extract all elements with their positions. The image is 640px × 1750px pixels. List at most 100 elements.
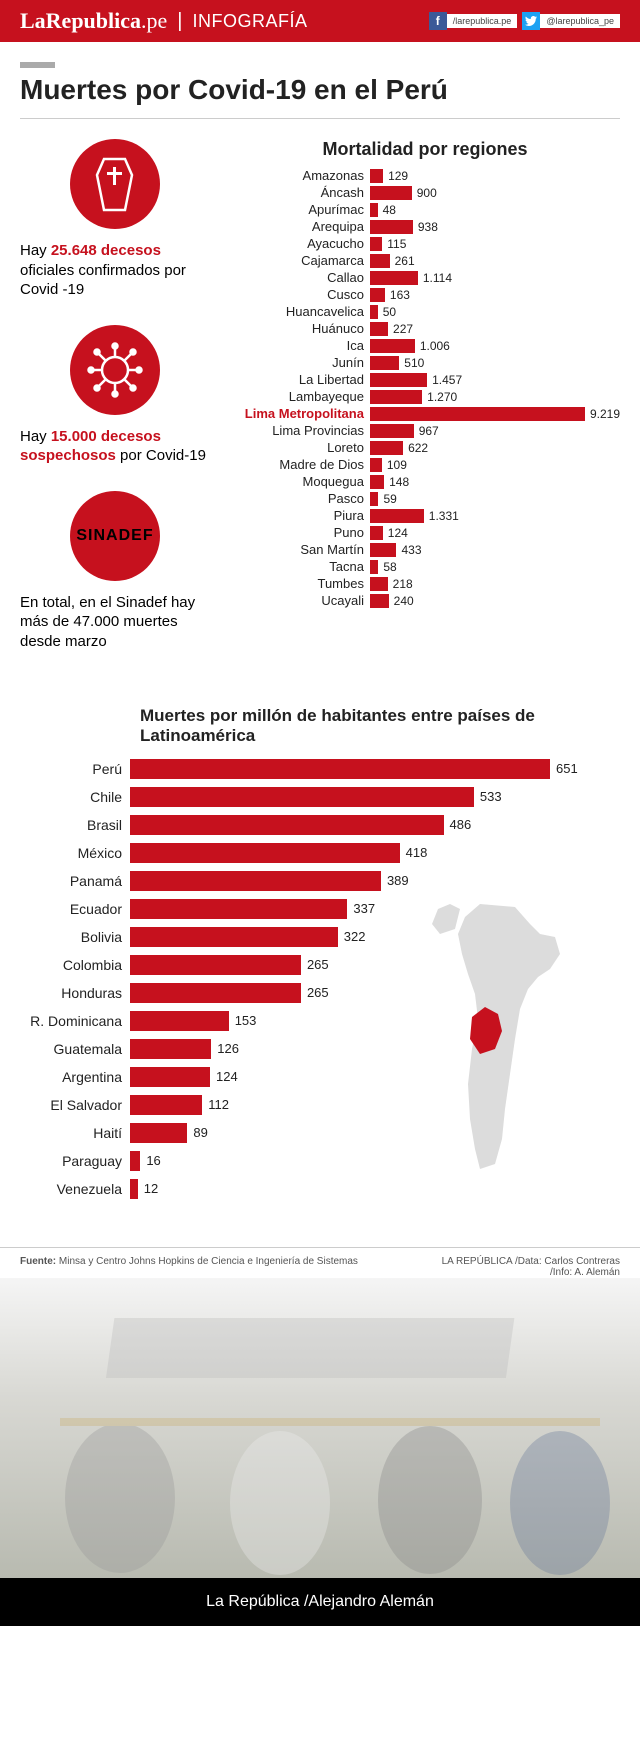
latam-value: 533 xyxy=(474,789,502,804)
latam-bar xyxy=(130,759,550,779)
header-separator: | xyxy=(177,10,182,33)
latam-row: Paraguay16 xyxy=(20,1151,620,1171)
region-bar-wrap: 109 xyxy=(370,458,620,472)
region-label: San Martín xyxy=(230,542,370,557)
region-label: Puno xyxy=(230,525,370,540)
latam-label: Guatemala xyxy=(20,1041,130,1057)
facebook-label: /larepublica.pe xyxy=(447,14,518,28)
latam-row: Perú651 xyxy=(20,759,620,779)
latam-value: 337 xyxy=(347,901,375,916)
region-label: Lambayeque xyxy=(230,389,370,404)
region-label: Cajamarca xyxy=(230,253,370,268)
region-row: Madre de Dios 109 xyxy=(230,457,620,472)
region-row: Cusco 163 xyxy=(230,287,620,302)
regions-chart-title: Mortalidad por regiones xyxy=(230,139,620,160)
region-label: Huancavelica xyxy=(230,304,370,319)
region-row: Tacna58 xyxy=(230,559,620,574)
latam-row: México418 xyxy=(20,843,620,863)
region-value: 163 xyxy=(385,288,410,302)
region-row: Moquegua148 xyxy=(230,474,620,489)
latam-label: Panamá xyxy=(20,873,130,889)
region-value: 109 xyxy=(382,458,407,472)
latam-row: Colombia265 xyxy=(20,955,620,975)
region-value: 261 xyxy=(390,254,415,268)
latam-value: 16 xyxy=(140,1153,160,1168)
region-label: Cusco xyxy=(230,287,370,302)
region-label: Madre de Dios xyxy=(230,457,370,472)
region-row: Loreto622 xyxy=(230,440,620,455)
latam-bar xyxy=(130,899,347,919)
region-bar-wrap: 1.114 xyxy=(370,271,620,285)
photo-area xyxy=(0,1278,640,1578)
region-bar xyxy=(370,271,418,285)
region-row: Huancavelica50 xyxy=(230,304,620,319)
region-label: Ucayali xyxy=(230,593,370,608)
region-row: Tumbes218 xyxy=(230,576,620,591)
region-bar xyxy=(370,373,427,387)
regions-chart: Mortalidad por regiones Amazonas129Áncas… xyxy=(230,139,620,676)
region-bar-wrap: 938 xyxy=(370,220,620,234)
region-label: Huánuco xyxy=(230,321,370,336)
stat-confirmed-text: Hay 25.648 decesos oficiales confirmados… xyxy=(20,241,210,300)
region-label: Tumbes xyxy=(230,576,370,591)
region-bar-wrap: 510 xyxy=(370,356,620,370)
region-label: Arequipa xyxy=(230,219,370,234)
latam-value: 486 xyxy=(444,817,472,832)
latam-bar xyxy=(130,787,474,807)
source-left: Fuente: Minsa y Centro Johns Hopkins de … xyxy=(20,1256,358,1278)
latam-value: 389 xyxy=(381,873,409,888)
latam-rows: Perú651 Chile 533 Brasil 486 México418 Panamá 3… xyxy=(20,759,620,1199)
region-bar xyxy=(370,203,378,217)
latam-row: Ecuador337 xyxy=(20,899,620,919)
latam-bar xyxy=(130,1151,140,1171)
stat-suspected: Hay 15.000 decesos sospechosos por Covid… xyxy=(20,325,210,466)
region-bar-wrap: 433 xyxy=(370,543,620,557)
region-bar-wrap: 967 xyxy=(370,424,620,438)
region-bar-wrap: 50 xyxy=(370,305,620,319)
region-value: 59 xyxy=(378,492,396,506)
region-bar xyxy=(370,237,382,251)
region-row: Arequipa938 xyxy=(230,219,620,234)
region-bar-wrap: 9.219 xyxy=(370,407,620,421)
latam-value: 265 xyxy=(301,985,329,1000)
region-value: 240 xyxy=(389,594,414,608)
facebook-icon: f xyxy=(429,12,447,30)
header-bar: LaRepublica.pe | INFOGRAFÍA f /larepubli… xyxy=(0,0,640,42)
latam-label: Chile xyxy=(20,789,130,805)
region-label: Lima Metropolitana xyxy=(230,406,370,421)
latam-row: El Salvador112 xyxy=(20,1095,620,1115)
region-value: 1.331 xyxy=(424,509,459,523)
region-label: Lima Provincias xyxy=(230,423,370,438)
content-area: Muertes por Covid-19 en el Perú Hay 25.6… xyxy=(0,42,640,1227)
title-tick xyxy=(20,62,55,68)
region-value: 9.219 xyxy=(585,407,620,421)
source-text: Minsa y Centro Johns Hopkins de Ciencia … xyxy=(59,1256,358,1267)
region-bar xyxy=(370,577,388,591)
region-label: Moquegua xyxy=(230,474,370,489)
region-row: Lima Metropolitana 9.219 xyxy=(230,406,620,421)
facebook-link[interactable]: f /larepublica.pe xyxy=(429,12,518,30)
latam-value: 12 xyxy=(138,1181,158,1196)
region-label: Amazonas xyxy=(230,168,370,183)
region-bar xyxy=(370,254,390,268)
region-row: La Libertad1.457 xyxy=(230,372,620,387)
latam-bar xyxy=(130,815,444,835)
region-bar-wrap: 261 xyxy=(370,254,620,268)
region-label: Pasco xyxy=(230,491,370,506)
region-label: La Libertad xyxy=(230,372,370,387)
region-row: Junín510 xyxy=(230,355,620,370)
region-bar-wrap: 115 xyxy=(370,237,620,251)
region-label: Áncash xyxy=(230,185,370,200)
region-label: Apurímac xyxy=(230,202,370,217)
latam-value: 418 xyxy=(400,845,428,860)
region-bar xyxy=(370,475,384,489)
latam-label: Brasil xyxy=(20,817,130,833)
region-row: Cajamarca 261 xyxy=(230,253,620,268)
latam-bar xyxy=(130,843,400,863)
latam-bar xyxy=(130,871,381,891)
region-bar xyxy=(370,458,382,472)
region-bar xyxy=(370,509,424,523)
twitter-link[interactable]: @larepublica_pe xyxy=(522,12,620,30)
stat-post: por Covid-19 xyxy=(116,447,206,464)
region-bar xyxy=(370,288,385,302)
